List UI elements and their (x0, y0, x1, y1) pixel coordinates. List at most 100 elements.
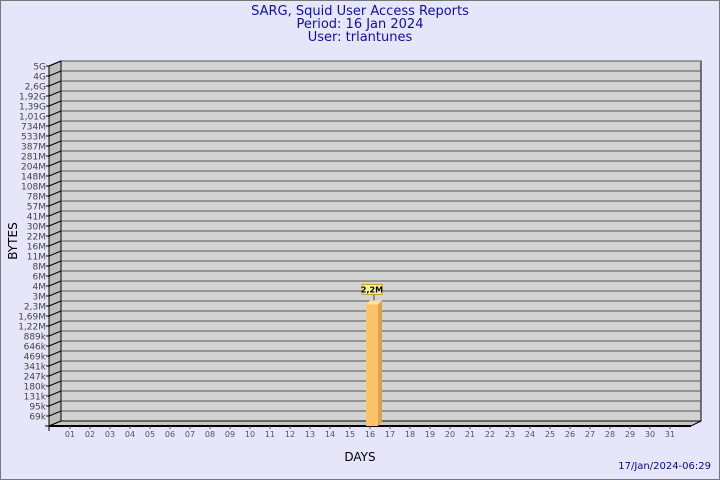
y-tick-label: 22M (27, 233, 46, 243)
y-tick-slant (48, 290, 62, 297)
y-tick-label: 2,3M (24, 303, 46, 313)
y-tick-label: 281M (21, 153, 46, 163)
x-axis-title: DAYS (344, 450, 375, 464)
y-tick-slant (48, 130, 62, 137)
y-tick-slant (48, 360, 62, 367)
y-tick-slant (48, 190, 62, 197)
y-tick-slant (48, 140, 62, 147)
x-tick-label: 27 (585, 430, 595, 439)
x-tick-label: 25 (545, 430, 555, 439)
y-tick-label: 646k (24, 343, 47, 353)
y-tick-label: 204M (21, 163, 46, 173)
x-tick-label: 01 (65, 430, 75, 439)
chart-period: Period: 16 Jan 2024 (296, 17, 424, 32)
y-tick-label: 6M (33, 273, 47, 283)
chart-title: SARG, Squid User Access Reports (251, 4, 469, 19)
x-tick-label: 19 (425, 430, 435, 439)
y-tick-label: 387M (21, 143, 46, 153)
y-tick-slant (48, 340, 62, 347)
y-tick-label: 30M (27, 223, 46, 233)
y-tick-label: 2,6G (25, 83, 46, 93)
y-tick-slant (48, 310, 62, 317)
x-tick-label: 31 (665, 430, 675, 439)
x-tick-label: 07 (185, 430, 195, 439)
bar (366, 304, 378, 426)
y-tick-label: 8M (33, 263, 47, 273)
y-tick-slant (48, 180, 62, 187)
y-tick-label: 78M (27, 193, 46, 203)
x-tick-label: 15 (345, 430, 355, 439)
bar-top (366, 300, 382, 305)
y-tick-slant (48, 230, 62, 237)
y-tick-slant (48, 330, 62, 337)
x-tick-label: 23 (505, 430, 515, 439)
y-tick-label: 3M (33, 293, 47, 303)
y-tick-slant (48, 220, 62, 227)
y-axis-title: BYTES (6, 222, 20, 259)
y-tick-label: 57M (27, 203, 46, 213)
y-tick-label: 469k (24, 353, 47, 363)
y-tick-slant (48, 70, 62, 77)
x-tick-label: 03 (105, 430, 115, 439)
y-tick-label: 4M (33, 283, 47, 293)
x-tick-label: 29 (625, 430, 635, 439)
x-tick-label: 05 (145, 430, 155, 439)
x-tick-label: 21 (465, 430, 475, 439)
y-tick-slant (48, 120, 62, 127)
y-tick-slant (48, 300, 62, 307)
y-tick-label: 11M (27, 253, 46, 263)
y-tick-slant (48, 160, 62, 167)
x-tick-label: 26 (565, 430, 575, 439)
y-tick-label: 247k (24, 373, 47, 383)
y-tick-label: 341k (24, 363, 47, 373)
x-tick-label: 24 (525, 430, 535, 439)
y-tick-label: 131k (24, 393, 47, 403)
y-tick-slant (48, 390, 62, 397)
y-tick-label: 5G (33, 63, 46, 73)
y-tick-slant (48, 100, 62, 107)
y-tick-label: 148M (21, 173, 46, 183)
x-tick-label: 06 (165, 430, 175, 439)
y-tick-label: 1,69M (18, 313, 46, 323)
bar-label-box (361, 283, 383, 295)
x-tick-label: 14 (325, 430, 335, 439)
y-tick-slant (48, 150, 62, 157)
y-tick-label: 1,39G (19, 103, 46, 113)
y-tick-slant (48, 110, 62, 117)
y-tick-slant (48, 240, 62, 247)
x-tick-label: 09 (225, 430, 235, 439)
x-tick-label: 30 (645, 430, 655, 439)
y-tick-slant (48, 370, 62, 377)
generated-timestamp: 17/Jan/2024-06:29 (618, 461, 711, 472)
y-tick-label: 108M (21, 183, 46, 193)
x-tick-label: 02 (85, 430, 95, 439)
y-tick-slant (48, 270, 62, 277)
y-tick-slant (48, 200, 62, 207)
y-tick-label: 1,22M (18, 323, 46, 333)
y-tick-label: 180k (24, 383, 47, 393)
x-tick-label: 11 (265, 430, 275, 439)
x-tick-label: 18 (405, 430, 415, 439)
y-tick-slant (48, 210, 62, 217)
y-tick-label: 95k (29, 403, 46, 413)
y-tick-slant (48, 90, 62, 97)
y-tick-label: 533M (21, 133, 46, 143)
x-tick-label: 16 (365, 430, 375, 439)
y-tick-label: 734M (21, 123, 46, 133)
x-tick-label: 08 (205, 430, 215, 439)
y-tick-slant (48, 400, 62, 407)
y-tick-label: 41M (27, 213, 46, 223)
y-tick-slant (48, 80, 62, 87)
y-tick-slant (48, 260, 62, 267)
x-tick-label: 10 (245, 430, 255, 439)
x-tick-label: 04 (125, 430, 135, 439)
y-tick-slant (48, 280, 62, 287)
x-tick-label: 20 (445, 430, 455, 439)
x-tick-label: 28 (605, 430, 615, 439)
y-tick-slant (48, 320, 62, 327)
y-tick-label: 16M (27, 243, 46, 253)
y-tick-slant (48, 60, 62, 67)
y-tick-slant (48, 250, 62, 257)
